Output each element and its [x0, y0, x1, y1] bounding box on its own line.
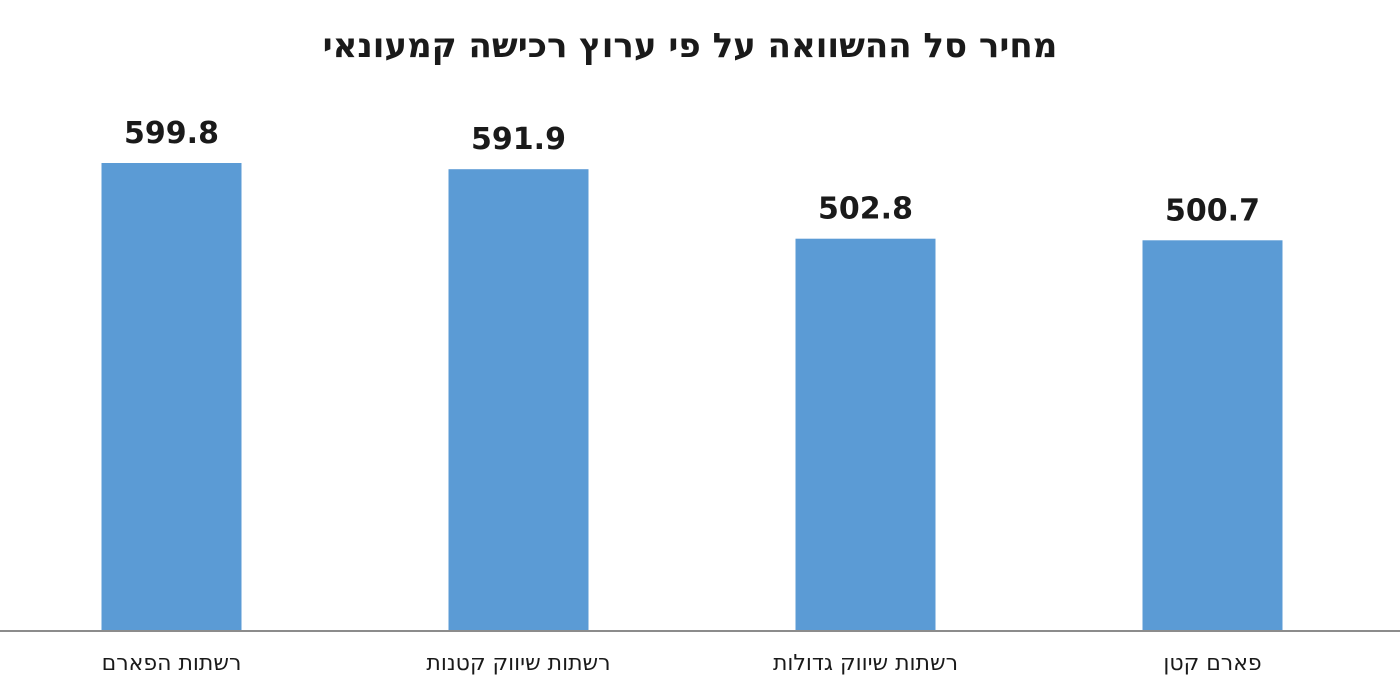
bar-1 [101, 163, 242, 631]
bar-value-label-3: 502.8 [818, 192, 913, 227]
bar-value-label-4: 500.7 [1165, 193, 1260, 228]
bar-2 [448, 169, 589, 631]
category-label-4: פארם קטן [1163, 651, 1261, 676]
bar-value-label-1: 599.8 [124, 116, 219, 151]
category-label-3: רשתות שיווק גדולות [773, 651, 958, 676]
bar-4 [1142, 240, 1283, 632]
bar-3 [795, 238, 936, 631]
category-label-2: רשתות שיווק קטנות [426, 651, 610, 676]
chart-title: מחיר סל ההשוואה על פי ערוץ רכישה קמעונאי [322, 26, 1058, 66]
category-label-1: רשתות הפארם [102, 651, 242, 676]
bar-value-label-2: 591.9 [471, 122, 566, 157]
